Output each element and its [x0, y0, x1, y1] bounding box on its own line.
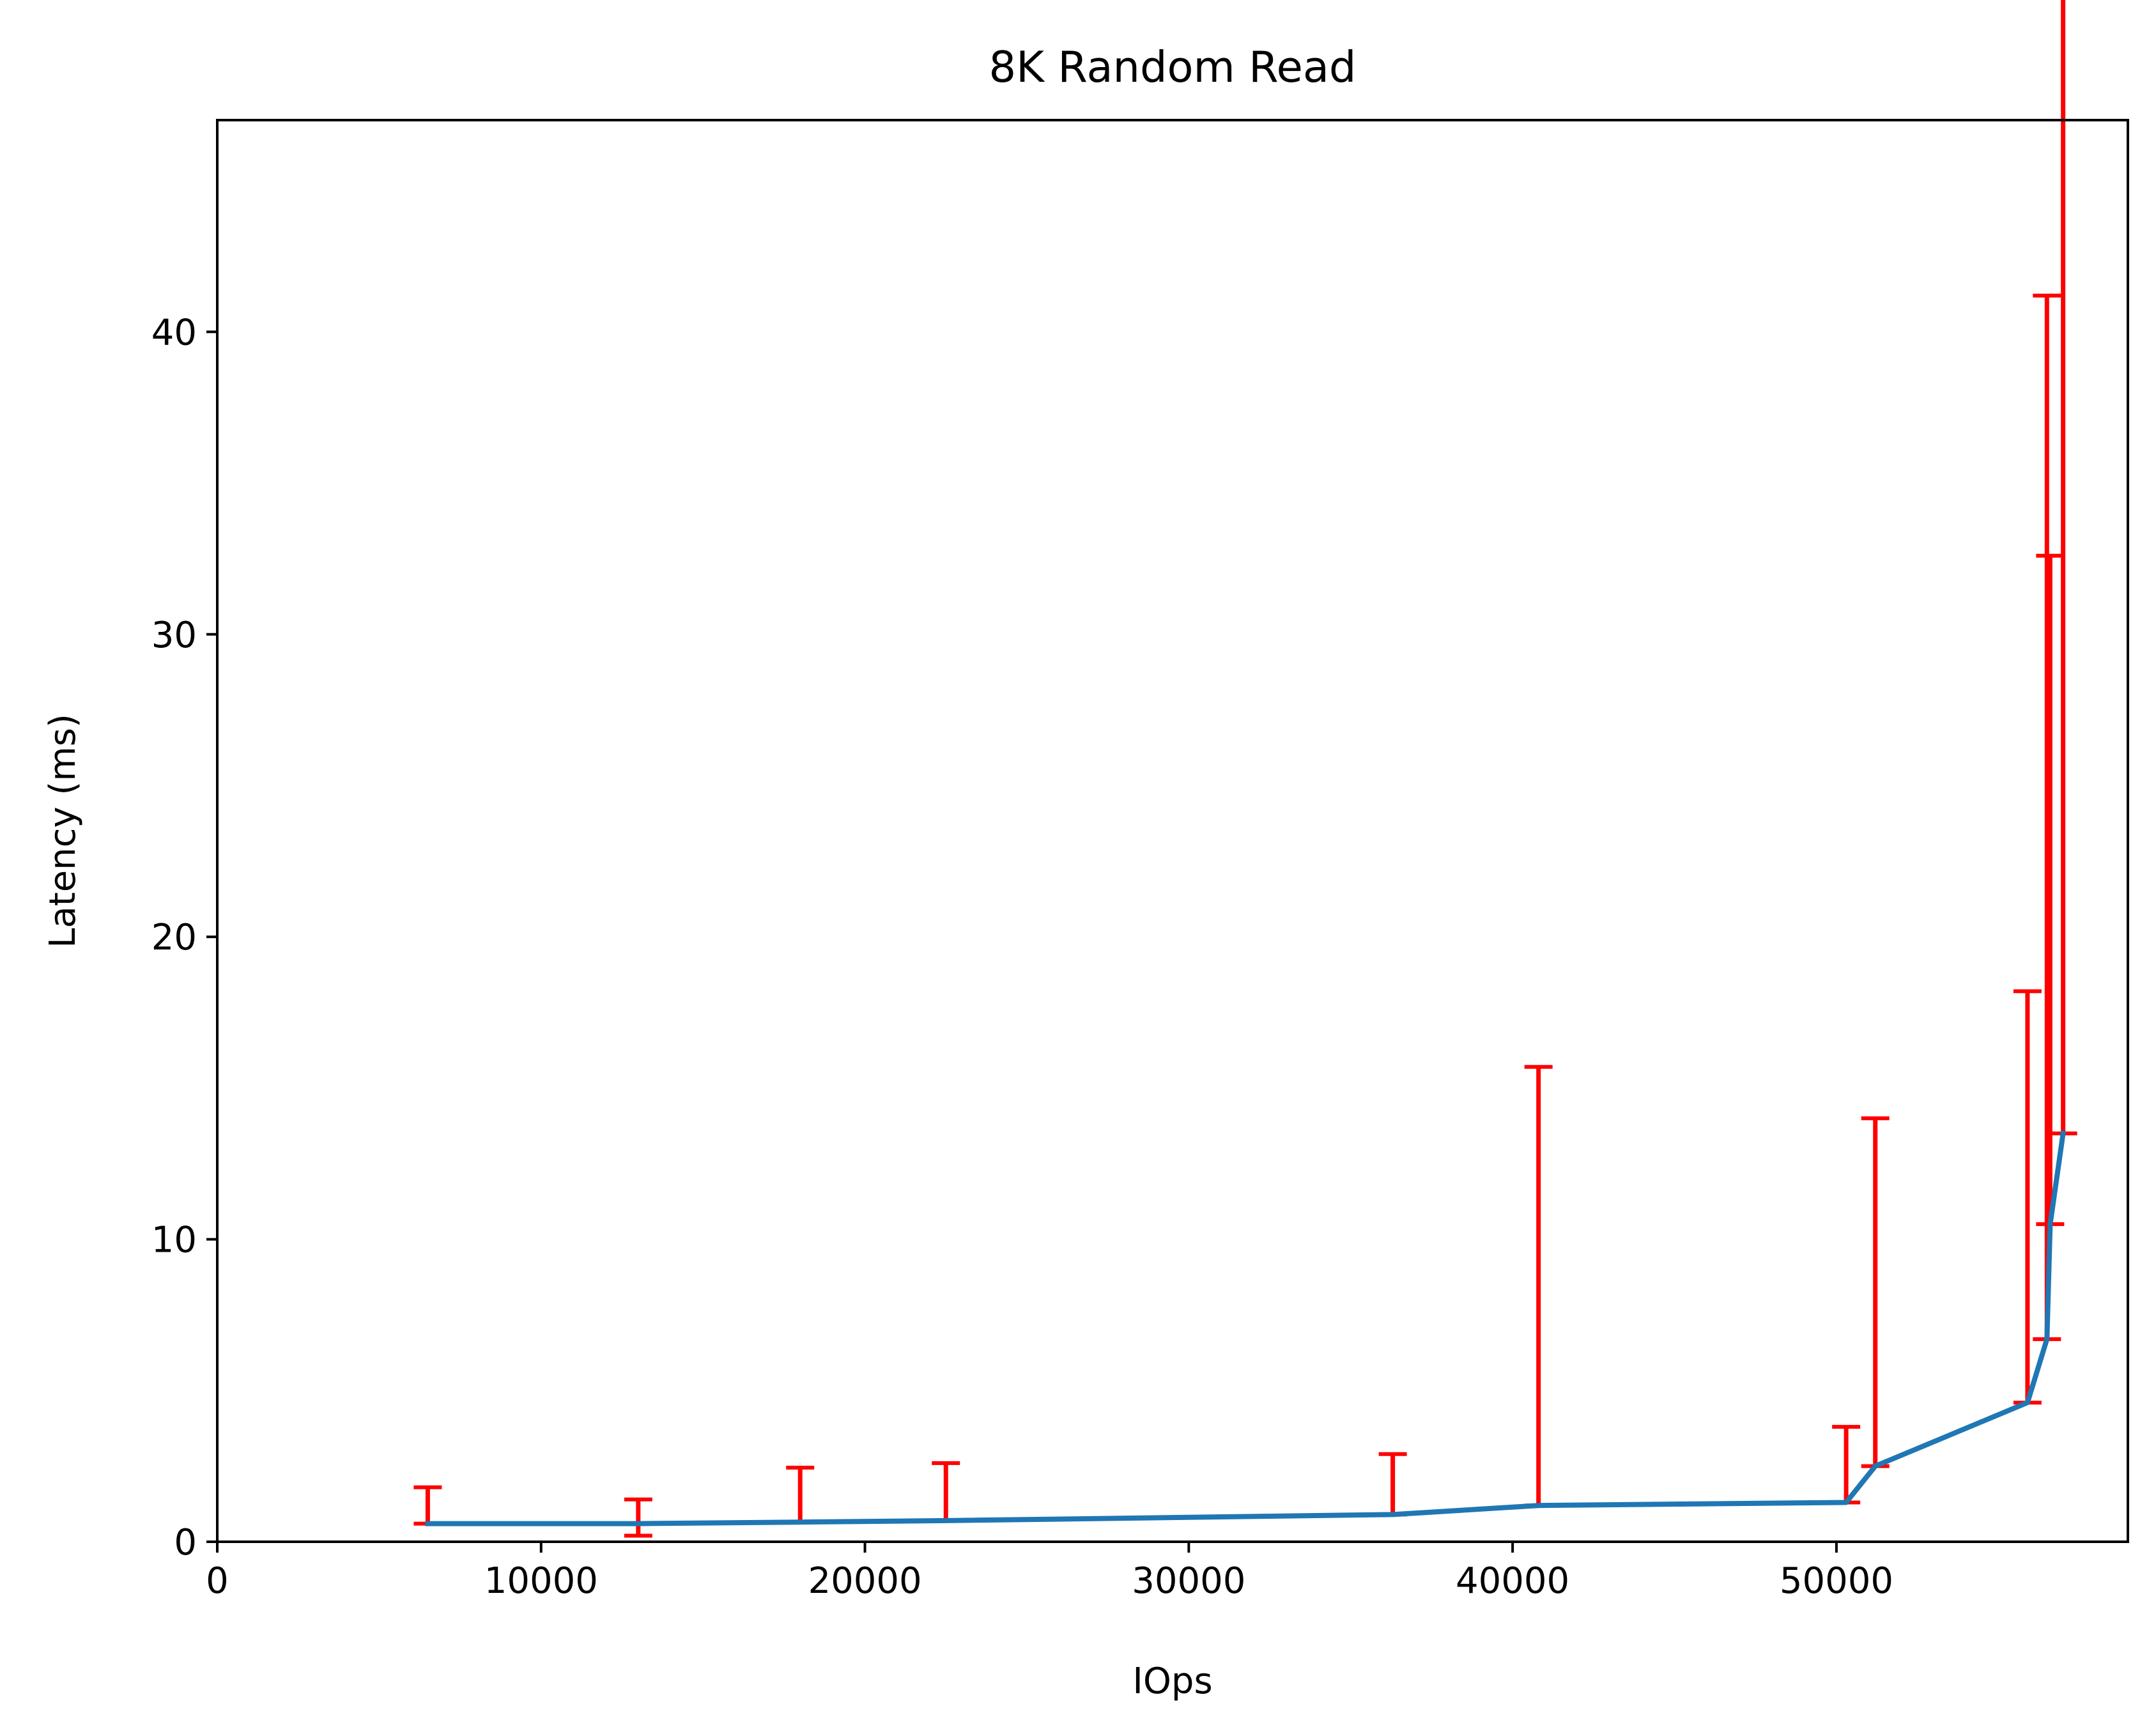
x-tick-label: 0 [206, 1560, 229, 1602]
x-tick-label: 50000 [1780, 1560, 1893, 1602]
y-tick-label: 40 [151, 312, 197, 353]
x-tick-label: 10000 [484, 1560, 598, 1602]
y-axis-ticks: 0 10 20 30 40 [151, 312, 217, 1563]
series-line [425, 1130, 2067, 1526]
x-tick-label: 40000 [1456, 1560, 1569, 1602]
x-axis-title: IOps [1132, 1661, 1212, 1702]
y-tick-label: 20 [151, 917, 197, 958]
x-tick-label: 20000 [808, 1560, 921, 1602]
chart-title: 8K Random Read [989, 42, 1357, 92]
y-tick-label: 10 [151, 1220, 197, 1261]
x-axis-ticks: 0 10000 20000 30000 40000 50000 [206, 1542, 1893, 1602]
y-tick-label: 30 [151, 615, 197, 656]
y-tick-label: 0 [174, 1522, 197, 1563]
errorbars [413, 0, 2077, 1538]
plot-frame [216, 119, 2129, 1543]
y-axis-title: Latency (ms) [42, 714, 84, 948]
series-line-group [425, 1130, 2067, 1526]
errorbar [624, 1497, 652, 1538]
x-tick-label: 30000 [1132, 1560, 1245, 1602]
